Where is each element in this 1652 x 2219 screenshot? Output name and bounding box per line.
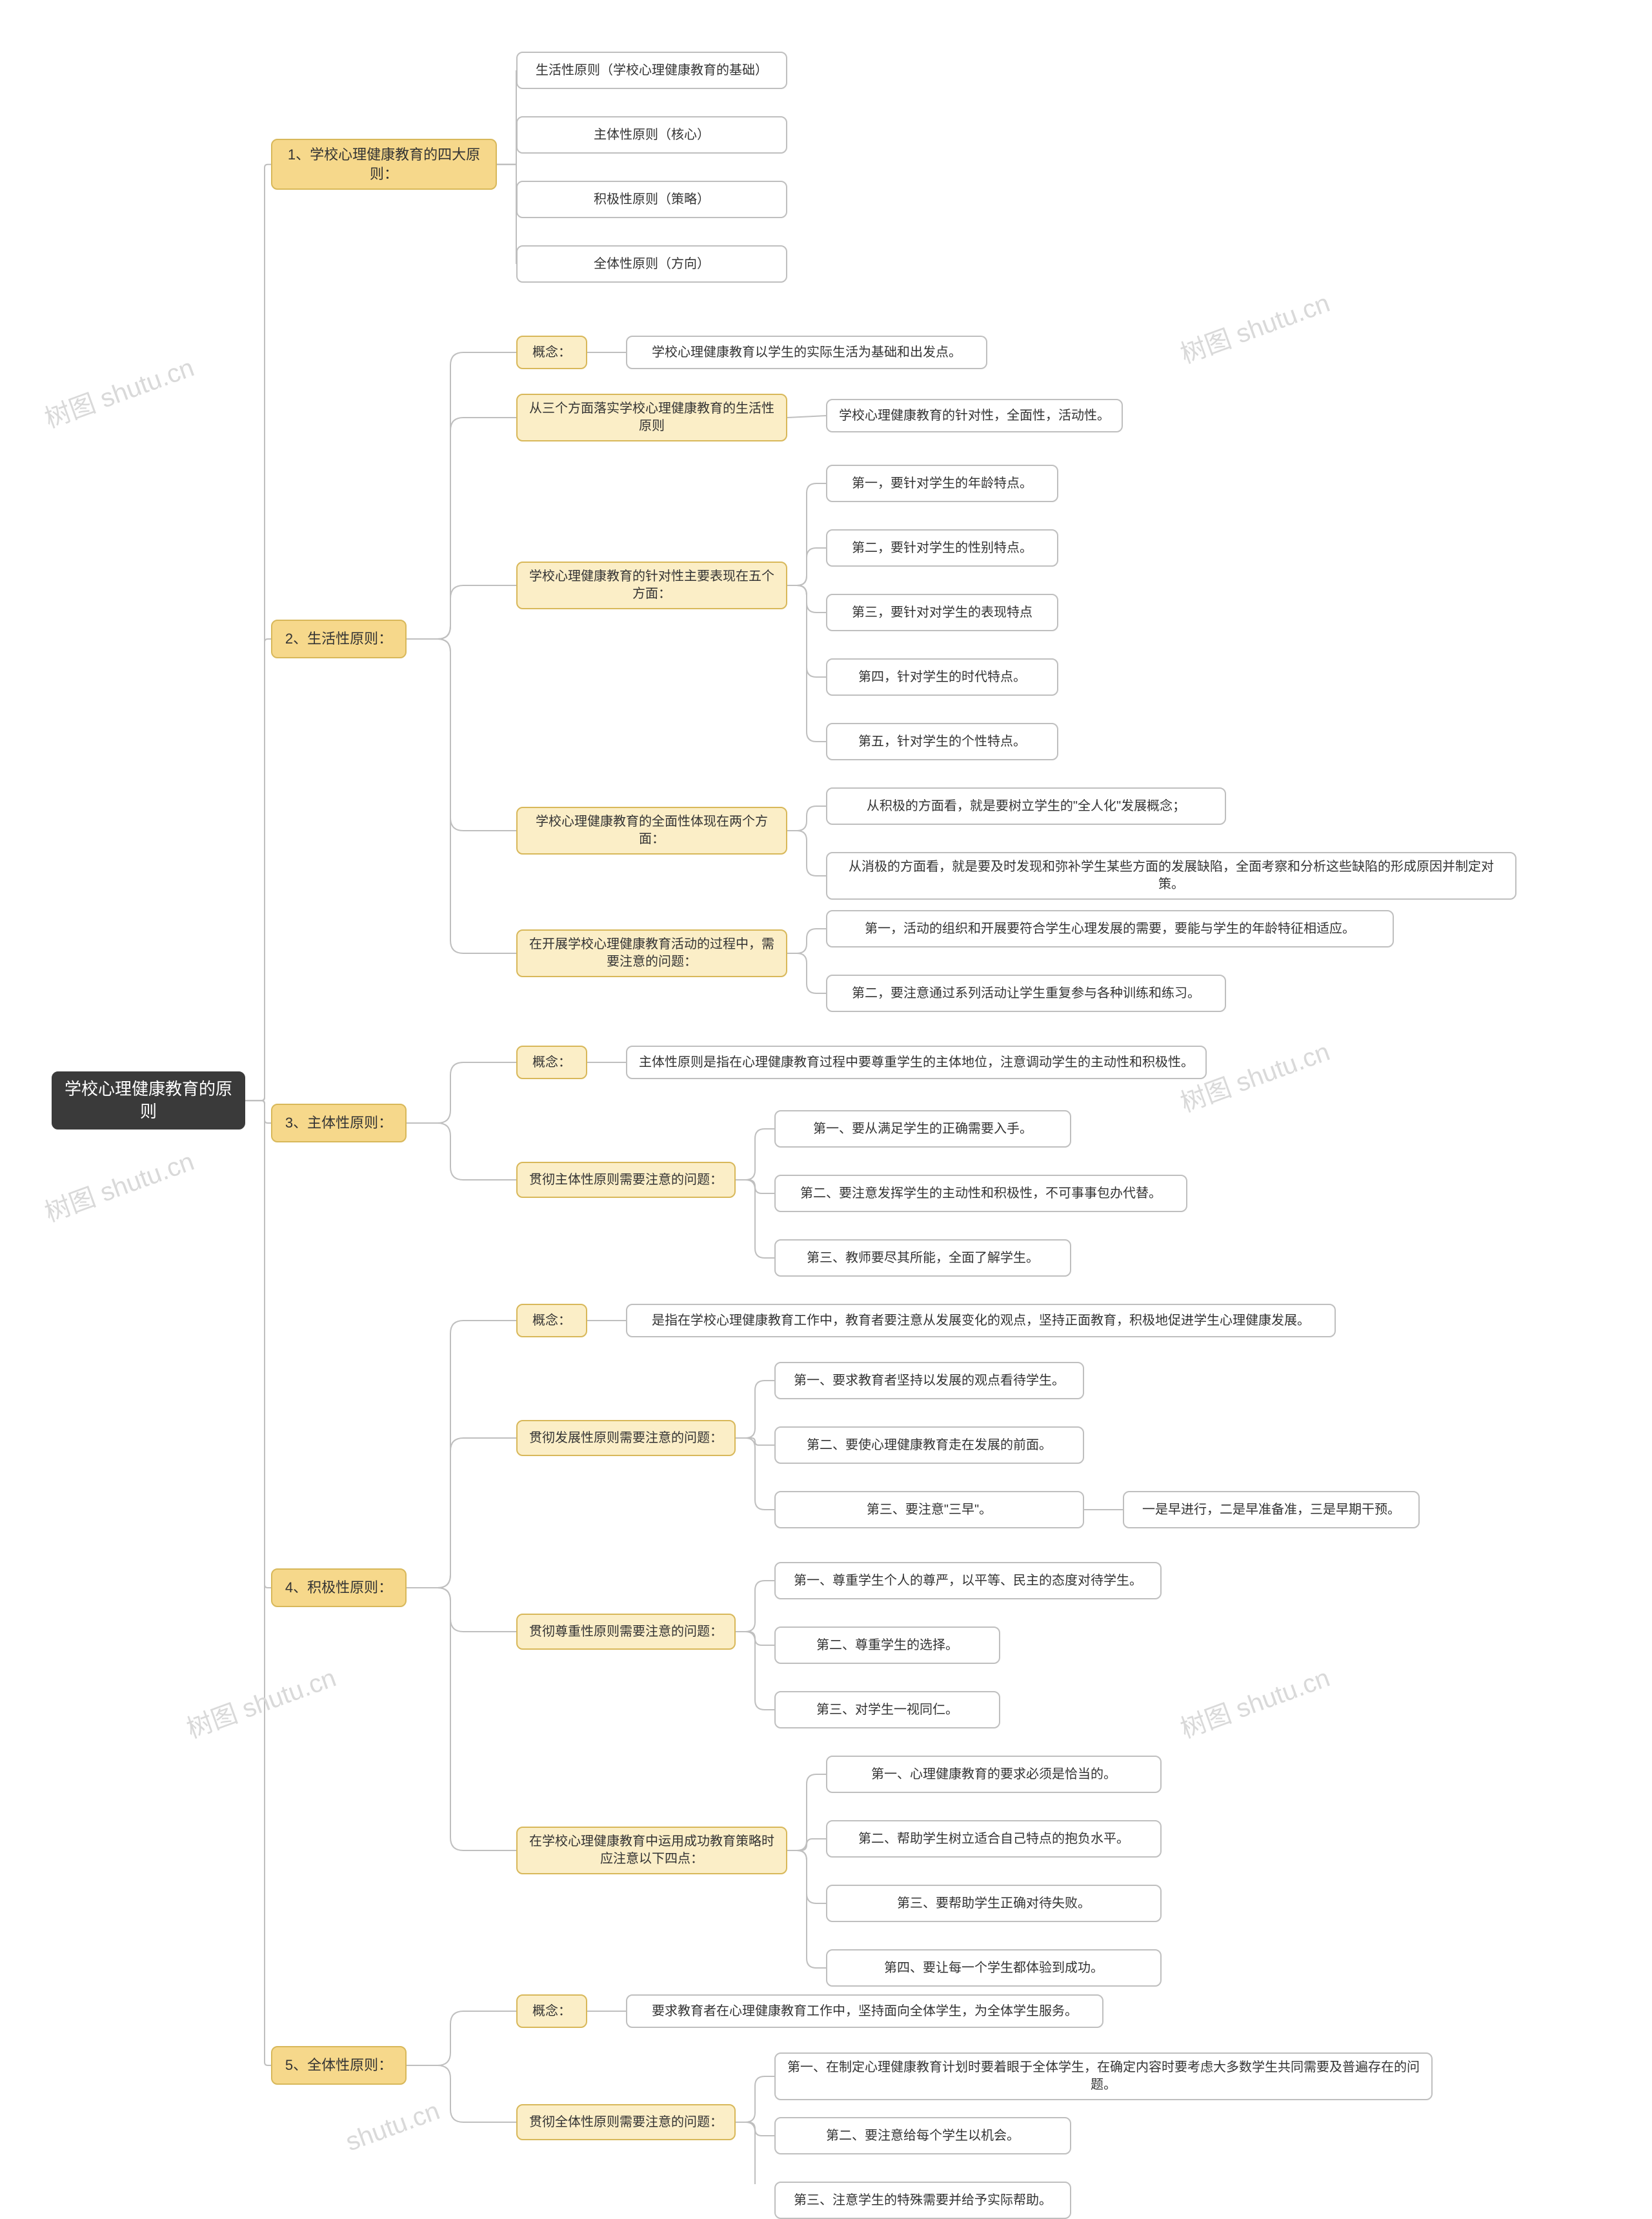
connector-layer: [0, 0, 1652, 2184]
branch-3-sub-1-item-2: 第三、教师要尽其所能，全面了解学生。: [774, 1239, 1071, 1277]
branch-4-sub-2-item-0: 第一、尊重学生个人的尊严，以平等、民主的态度对待学生。: [774, 1562, 1162, 1599]
branch-3: 3、主体性原则：: [271, 1104, 407, 1142]
branch-2-sub-3: 学校心理健康教育的全面性体现在两个方面：: [516, 807, 787, 855]
branch-4-sub-1-item-1: 第二、要使心理健康教育走在发展的前面。: [774, 1426, 1084, 1464]
branch-2-sub-2-item-2: 第三，要针对对学生的表现特点: [826, 594, 1058, 631]
branch-5: 5、全体性原则：: [271, 2046, 407, 2085]
branch-5-sub-0-inline: 要求教育者在心理健康教育工作中，坚持面向全体学生，为全体学生服务。: [626, 1994, 1103, 2028]
branch-3-sub-1-item-1: 第二、要注意发挥学生的主动性和积极性，不可事事包办代替。: [774, 1175, 1187, 1212]
branch-2-sub-4: 在开展学校心理健康教育活动的过程中，需要注意的问题：: [516, 929, 787, 977]
branch-2-sub-4-item-0: 第一，活动的组织和开展要符合学生心理发展的需要，要能与学生的年龄特征相适应。: [826, 910, 1394, 947]
branch-4-sub-1-tail: 一是早进行，二是早准备准，三是早期干预。: [1123, 1491, 1420, 1528]
branch-4-sub-0-inline: 是指在学校心理健康教育工作中，教育者要注意从发展变化的观点，坚持正面教育，积极地…: [626, 1304, 1336, 1337]
branch-5-sub-1-item-1: 第二、要注意给每个学生以机会。: [774, 2117, 1071, 2154]
branch-4-sub-2: 贯彻尊重性原则需要注意的问题：: [516, 1614, 736, 1650]
branch-4-sub-3-item-3: 第四、要让每一个学生都体验到成功。: [826, 1949, 1162, 1987]
branch-2-sub-3-item-0: 从积极的方面看，就是要树立学生的"全人化"发展概念；: [826, 787, 1226, 825]
root-node: 学校心理健康教育的原则: [52, 1071, 245, 1130]
branch-2-sub-0-inline: 学校心理健康教育以学生的实际生活为基础和出发点。: [626, 336, 987, 369]
branch-3-sub-1-item-0: 第一、要从满足学生的正确需要入手。: [774, 1110, 1071, 1148]
branch-5-sub-1-item-2: 第三、注意学生的特殊需要并给予实际帮助。: [774, 2182, 1071, 2219]
branch-4-sub-3-item-2: 第三、要帮助学生正确对待失败。: [826, 1885, 1162, 1922]
watermark-1: 树图 shutu.cn: [1174, 282, 1335, 370]
branch-5-sub-1-item-0: 第一、在制定心理健康教育计划时要着眼于全体学生，在确定内容时要考虑大多数学生共同…: [774, 2052, 1433, 2100]
branch-5-sub-1: 贯彻全体性原则需要注意的问题：: [516, 2104, 736, 2140]
branch-3-sub-0: 概念：: [516, 1046, 587, 1079]
branch-2-sub-2-item-0: 第一，要针对学生的年龄特点。: [826, 465, 1058, 502]
branch-4: 4、积极性原则：: [271, 1568, 407, 1607]
branch-5-sub-0: 概念：: [516, 1994, 587, 2028]
branch-2-sub-0: 概念：: [516, 336, 587, 369]
branch-4-sub-3-item-0: 第一、心理健康教育的要求必须是恰当的。: [826, 1756, 1162, 1793]
branch-1-leaf-2: 积极性原则（策略）: [516, 181, 787, 218]
branch-2-sub-4-item-1: 第二，要注意通过系列活动让学生重复参与各种训练和练习。: [826, 975, 1226, 1012]
branch-2-sub-2-item-3: 第四，针对学生的时代特点。: [826, 658, 1058, 696]
branch-4-sub-3: 在学校心理健康教育中运用成功教育策略时应注意以下四点：: [516, 1827, 787, 1874]
branch-2-sub-3-item-1: 从消极的方面看，就是要及时发现和弥补学生某些方面的发展缺陷，全面考察和分析这些缺…: [826, 852, 1516, 900]
branch-1-leaf-0: 生活性原则（学校心理健康教育的基础）: [516, 52, 787, 89]
branch-2-sub-1-inline: 学校心理健康教育的针对性，全面性，活动性。: [826, 399, 1123, 432]
branch-1: 1、学校心理健康教育的四大原则：: [271, 139, 497, 190]
branch-4-sub-3-item-1: 第二、帮助学生树立适合自己特点的抱负水平。: [826, 1820, 1162, 1858]
branch-2: 2、生活性原则：: [271, 620, 407, 658]
watermark-5: 树图 shutu.cn: [1174, 1657, 1335, 1745]
branch-4-sub-0: 概念：: [516, 1304, 587, 1337]
branch-4-sub-2-item-1: 第二、尊重学生的选择。: [774, 1626, 1000, 1664]
branch-3-sub-0-inline: 主体性原则是指在心理健康教育过程中要尊重学生的主体地位，注意调动学生的主动性和积…: [626, 1046, 1207, 1079]
branch-4-sub-2-item-2: 第三、对学生一视同仁。: [774, 1691, 1000, 1728]
branch-1-leaf-3: 全体性原则（方向）: [516, 245, 787, 283]
watermark-3: 树图 shutu.cn: [39, 1140, 199, 1229]
watermark-4: 树图 shutu.cn: [181, 1657, 341, 1745]
branch-2-sub-2: 学校心理健康教育的针对性主要表现在五个方面：: [516, 562, 787, 609]
branch-4-sub-1-item-0: 第一、要求教育者坚持以发展的观点看待学生。: [774, 1362, 1084, 1399]
watermark-0: 树图 shutu.cn: [39, 347, 199, 435]
branch-1-leaf-1: 主体性原则（核心）: [516, 116, 787, 154]
branch-2-sub-1: 从三个方面落实学校心理健康教育的生活性原则: [516, 394, 787, 441]
branch-2-sub-2-item-1: 第二，要针对学生的性别特点。: [826, 529, 1058, 567]
branch-4-sub-1-item-2: 第三、要注意"三早"。: [774, 1491, 1084, 1528]
watermark-6: shutu.cn: [342, 2096, 443, 2157]
branch-4-sub-1: 贯彻发展性原则需要注意的问题：: [516, 1420, 736, 1456]
branch-3-sub-1: 贯彻主体性原则需要注意的问题：: [516, 1162, 736, 1198]
branch-2-sub-2-item-4: 第五，针对学生的个性特点。: [826, 723, 1058, 760]
mindmap-canvas: 学校心理健康教育的原则 1、学校心理健康教育的四大原则： 生活性原则（学校心理健康教…: [0, 0, 1652, 2184]
